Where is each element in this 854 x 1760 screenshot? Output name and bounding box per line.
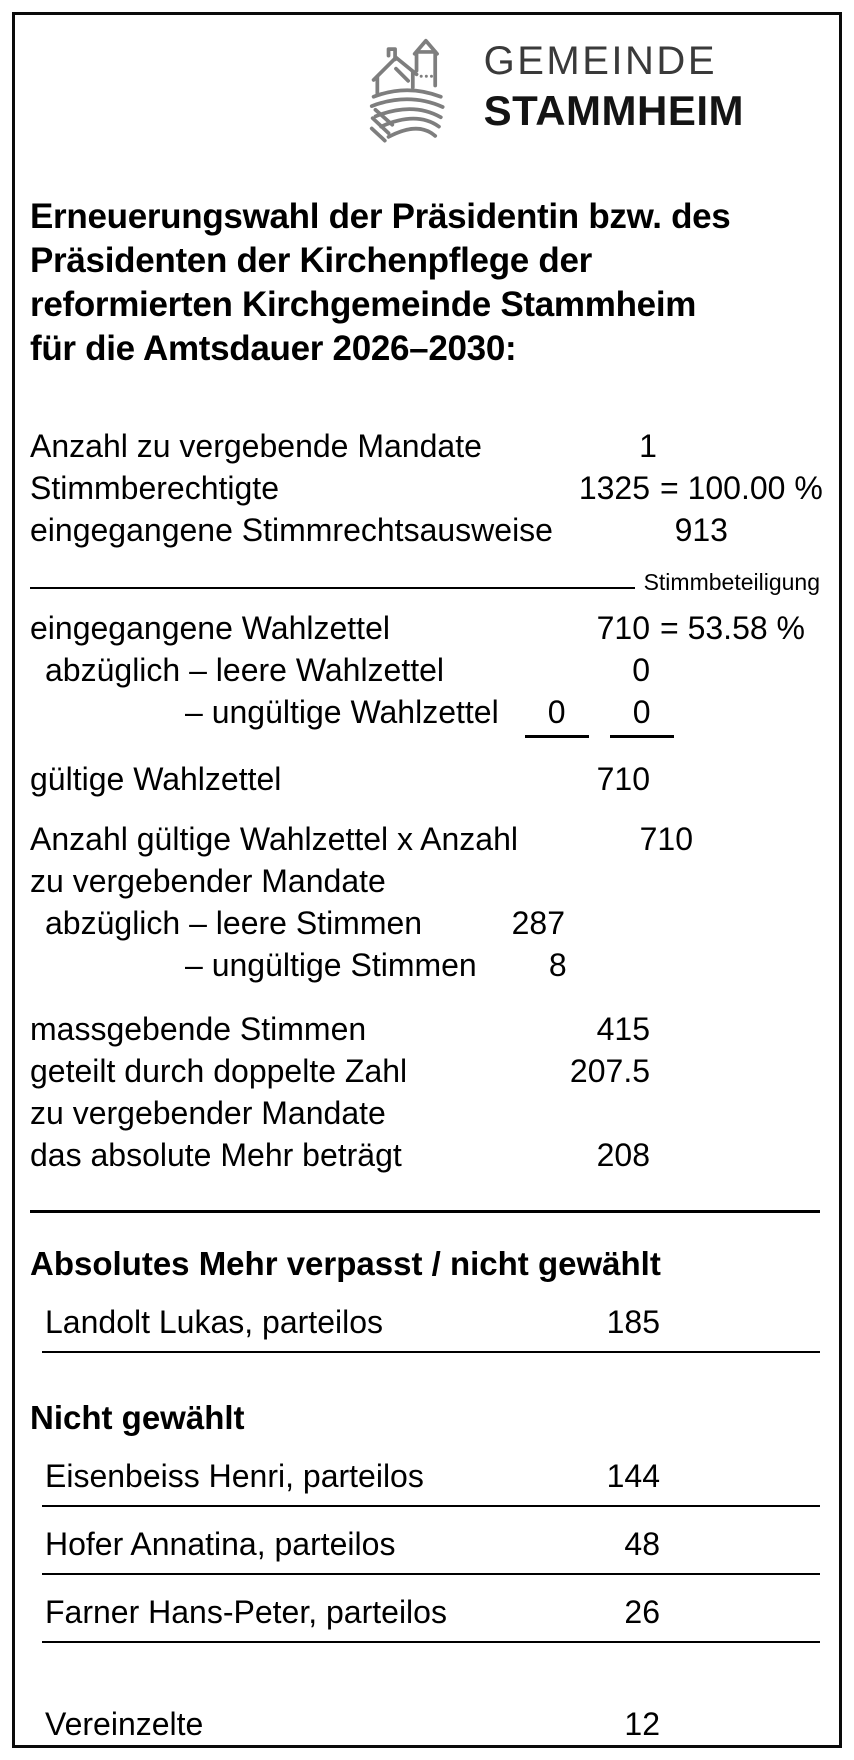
separator-line — [30, 587, 635, 589]
row-wahlzettel-value: 710 — [596, 610, 650, 646]
row-mandate-value: 1 — [639, 428, 657, 464]
row-mandate: Anzahl zu vergebende Mandate 1 — [30, 425, 820, 467]
row-gueltige-wahlzettel: gültige Wahlzettel 710 — [30, 758, 820, 800]
row-geteilt-label2: zu vergebender Mandate — [30, 1095, 386, 1131]
row-ungueltige-stimmen: – ungültige Stimmen 8 — [30, 944, 820, 986]
row-geteilt: geteilt durch doppelte Zahl zu vergebend… — [30, 1050, 820, 1134]
row-stimmrechtsausweise-label: eingegangene Stimmrechtsausweise — [30, 512, 553, 548]
row-anzahl-x-mandate: Anzahl gültige Wahlzettel x Anzahl zu ve… — [30, 818, 820, 902]
row-stimmrechtsausweise-value: 913 — [674, 512, 728, 548]
stimmbeteiligung-separator: Stimmbeteiligung — [30, 564, 820, 594]
row-massgebende-stimmen-label: massgebende Stimmen — [30, 1011, 367, 1047]
logo-wordmark: GEMEINDE STAMMHEIM — [484, 27, 744, 132]
row-geteilt-value: 207.5 — [569, 1053, 650, 1089]
title-line-2: Präsidenten der Kirchenpflege der — [30, 241, 592, 280]
heading-absolutes-mehr-verpasst: Absolutes Mehr verpasst / nicht gewählt — [30, 1245, 661, 1282]
vereinzelte-label: Vereinzelte — [45, 1706, 204, 1742]
row-ungueltige-stimmen-label: – ungültige Stimmen — [185, 947, 477, 983]
row-massgebende-stimmen-value: 415 — [596, 1011, 650, 1047]
title-line-4: für die Amtsdauer 2026–2030: — [30, 329, 517, 368]
candidate-row-farner: Farner Hans-Peter, parteilos 26 — [42, 1591, 820, 1643]
row-gueltige-wahlzettel-label: gültige Wahlzettel — [30, 761, 282, 797]
candidate-votes: 144 — [606, 1458, 660, 1494]
results-separator-line — [30, 1210, 820, 1213]
heading-nicht-gewaehlt: Nicht gewählt — [30, 1399, 245, 1436]
row-wahlzettel: eingegangene Wahlzettel 710 = 53.58 % — [30, 607, 820, 649]
vereinzelte-votes: 12 — [624, 1706, 660, 1742]
candidate-name: Eisenbeiss Henri, parteilos — [45, 1458, 424, 1494]
candidate-name: Hofer Annatina, parteilos — [45, 1526, 396, 1562]
row-stimmrechtsausweise: eingegangene Stimmrechtsausweise 913 — [30, 509, 820, 551]
candidate-name: Landolt Lukas, parteilos — [45, 1304, 383, 1340]
row-absolutes-mehr-value: 208 — [596, 1137, 650, 1173]
row-leere-stimmen: abzüglich – leere Stimmen 287 — [30, 902, 820, 944]
row-anzahl-x-mandate-label: Anzahl gültige Wahlzettel x Anzahl — [30, 821, 518, 857]
row-stimmberechtigte: Stimmberechtigte 1325 = 100.00 % — [30, 467, 823, 509]
document-border-frame: GEMEINDE STAMMHEIM Erneuerungswahl der P… — [12, 12, 842, 1748]
row-leere-wahlzettel-label: abzüglich – leere Wahlzettel — [45, 652, 445, 688]
stimmbeteiligung-label: Stimmbeteiligung — [643, 569, 820, 595]
logo-text-gemeinde: GEMEINDE — [483, 39, 717, 83]
row-leere-stimmen-label: abzüglich – leere Stimmen — [45, 905, 423, 941]
row-vereinzelte: Vereinzelte 12 — [42, 1703, 820, 1745]
title-line-3: reformierten Kirchgemeinde Stammheim — [30, 285, 697, 324]
row-ungueltige-stimmen-value: 8 — [548, 947, 567, 983]
logo-text-stammheim: STAMMHEIM — [483, 87, 744, 134]
row-stimmberechtigte-value: 1325 — [578, 470, 650, 506]
row-leere-wahlzettel-value: 0 — [632, 652, 650, 688]
row-anzahl-x-mandate-value: 710 — [639, 821, 693, 857]
row-absolutes-mehr: das absolute Mehr beträgt 208 — [30, 1134, 820, 1176]
candidate-row-landolt: Landolt Lukas, parteilos 185 — [42, 1301, 820, 1353]
row-ungueltige-wahlzettel-inner-value: 0 — [524, 691, 589, 738]
row-absolutes-mehr-label: das absolute Mehr beträgt — [30, 1137, 402, 1173]
row-mandate-label: Anzahl zu vergebende Mandate — [30, 428, 482, 464]
row-anzahl-x-mandate-label2: zu vergebender Mandate — [30, 863, 386, 899]
candidate-row-eisenbeiss: Eisenbeiss Henri, parteilos 144 — [42, 1455, 820, 1507]
row-massgebende-stimmen: massgebende Stimmen 415 — [30, 1008, 820, 1050]
row-leere-stimmen-value: 287 — [511, 905, 565, 941]
row-stimmberechtigte-label: Stimmberechtigte — [30, 470, 279, 506]
row-ungueltige-wahlzettel: – ungültige Wahlzettel 0 0 — [30, 691, 820, 744]
row-ungueltige-wahlzettel-label: – ungültige Wahlzettel — [185, 694, 499, 730]
candidate-row-hofer: Hofer Annatina, parteilos 48 — [42, 1523, 820, 1575]
row-gueltige-wahlzettel-value: 710 — [596, 761, 650, 797]
row-wahlzettel-label: eingegangene Wahlzettel — [30, 610, 390, 646]
row-leere-wahlzettel: abzüglich – leere Wahlzettel 0 — [30, 649, 820, 691]
row-stimmberechtigte-percent: = 100.00 % — [660, 470, 823, 506]
candidate-votes: 48 — [624, 1526, 660, 1562]
village-fields-icon — [368, 27, 452, 145]
title-line-1: Erneuerungswahl der Präsidentin bzw. des — [30, 197, 731, 236]
candidate-votes: 185 — [606, 1304, 660, 1340]
row-ungueltige-wahlzettel-value: 0 — [609, 691, 674, 738]
gemeinde-stammheim-logo: GEMEINDE STAMMHEIM — [368, 27, 744, 145]
row-geteilt-label: geteilt durch doppelte Zahl — [30, 1053, 408, 1089]
row-wahlzettel-percent: = 53.58 % — [660, 610, 805, 646]
candidate-name: Farner Hans-Peter, parteilos — [45, 1594, 447, 1630]
page-title: Erneuerungswahl der Präsidentin bzw. des… — [30, 195, 820, 371]
candidate-votes: 26 — [624, 1594, 660, 1630]
